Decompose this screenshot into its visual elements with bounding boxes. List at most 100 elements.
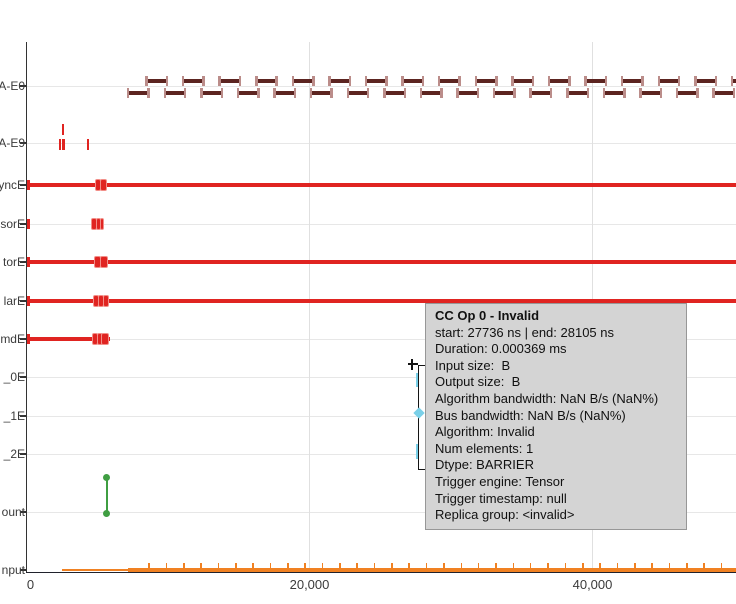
dma-segment-start-cap (181, 76, 185, 86)
dma-segment-end-cap (458, 76, 461, 86)
cc-event-tick[interactable] (415, 373, 419, 387)
dma-segment-start-cap (236, 88, 240, 98)
queue-activity-tick (252, 562, 254, 568)
dma-segment-end-cap (385, 76, 388, 86)
dma-activity-segment[interactable] (384, 91, 406, 95)
dma-activity-segment[interactable] (402, 79, 424, 83)
gridline-horizontal (26, 453, 736, 455)
dma-segment-start-cap (547, 76, 551, 86)
row-label: sorE (0, 217, 25, 231)
dma-event-tick[interactable] (86, 139, 90, 150)
queue-activity-tick (304, 562, 306, 568)
engine-activity-line[interactable] (26, 259, 736, 265)
dma-segment-end-cap (421, 76, 425, 86)
engine-activity-mark[interactable] (98, 296, 104, 306)
dma-segment-end-cap (476, 88, 480, 98)
dma-event-tick[interactable] (58, 139, 62, 150)
dma-segment-start-cap (511, 76, 514, 86)
dma-segment-start-cap (456, 88, 459, 98)
y-axis-tick (20, 415, 26, 417)
counter-range-line[interactable] (105, 477, 108, 513)
dma-segment-start-cap (309, 88, 313, 98)
engine-activity-mark[interactable] (101, 257, 107, 267)
dma-event-tick[interactable] (61, 124, 65, 135)
engine-activity-mark[interactable] (96, 219, 100, 229)
queue-activity-tick (686, 562, 688, 568)
dma-segment-end-cap (641, 76, 644, 86)
engine-activity-mark[interactable] (94, 257, 101, 267)
dma-activity-segment[interactable] (457, 91, 479, 95)
cc-event-tick[interactable] (415, 443, 419, 459)
dma-activity-segment[interactable] (695, 79, 717, 83)
dma-activity-segment[interactable] (127, 91, 149, 95)
dma-activity-segment[interactable] (347, 91, 369, 95)
dma-activity-segment[interactable] (219, 79, 241, 83)
queue-activity-tick (373, 562, 376, 568)
engine-activity-mark[interactable] (102, 334, 108, 344)
x-axis-line (25, 571, 736, 574)
dma-activity-segment[interactable] (146, 79, 168, 83)
tooltip-lines: start: 27736 ns | end: 28105 ns Duration:… (435, 325, 677, 524)
dma-activity-segment[interactable] (201, 91, 223, 95)
dma-activity-segment[interactable] (493, 91, 515, 95)
engine-activity-start-cap (26, 296, 30, 306)
queue-activity-tick (512, 562, 515, 568)
dma-segment-end-cap (330, 88, 333, 98)
dma-activity-segment[interactable] (182, 79, 204, 83)
engine-activity-mark[interactable] (104, 296, 108, 306)
engine-activity-mark[interactable] (92, 219, 96, 229)
dma-activity-segment[interactable] (676, 91, 698, 95)
counter-end-dot[interactable] (103, 510, 111, 517)
dma-activity-segment[interactable] (237, 91, 259, 95)
engine-activity-line[interactable] (26, 336, 110, 342)
cc-op-marker-tick (410, 359, 413, 370)
engine-activity-mark[interactable] (100, 180, 107, 190)
engine-activity-mark[interactable] (93, 296, 98, 306)
counter-start-dot[interactable] (103, 474, 111, 481)
dma-segment-end-cap (312, 76, 315, 86)
dma-activity-segment[interactable] (274, 91, 296, 95)
dma-activity-segment[interactable] (329, 79, 351, 83)
engine-activity-mark[interactable] (93, 334, 98, 344)
dma-activity-segment[interactable] (603, 91, 625, 95)
queue-activity-line[interactable] (127, 568, 736, 572)
gridline-horizontal (26, 376, 736, 378)
dma-activity-segment[interactable] (621, 79, 643, 83)
queue-activity-tick (217, 562, 220, 568)
dma-activity-segment[interactable] (512, 79, 534, 83)
dma-activity-segment[interactable] (475, 79, 497, 83)
engine-activity-mark[interactable] (100, 219, 104, 229)
dma-activity-segment[interactable] (731, 79, 736, 83)
dma-activity-segment[interactable] (585, 79, 607, 83)
engine-activity-mark[interactable] (97, 334, 103, 344)
dma-event-tick[interactable] (62, 139, 65, 150)
dma-activity-segment[interactable] (365, 79, 387, 83)
dma-activity-segment[interactable] (530, 91, 552, 95)
dma-activity-segment[interactable] (164, 91, 186, 95)
dma-activity-segment[interactable] (567, 91, 588, 95)
row-label: nput (1, 563, 25, 577)
y-axis-tick (20, 376, 26, 378)
dma-segment-start-cap (639, 88, 642, 98)
dma-segment-start-cap (383, 88, 386, 98)
queue-activity-tick (391, 562, 393, 568)
dma-activity-segment[interactable] (658, 79, 680, 83)
queue-activity-tick (616, 562, 619, 568)
tooltip-line: Trigger timestamp: null (435, 490, 567, 506)
dma-activity-segment[interactable] (420, 91, 442, 95)
dma-activity-segment[interactable] (438, 79, 460, 83)
dma-segment-end-cap (659, 88, 663, 98)
dma-activity-segment[interactable] (640, 91, 662, 95)
gridline-horizontal (26, 415, 736, 417)
dma-activity-segment[interactable] (548, 79, 570, 83)
engine-activity-mark[interactable] (95, 180, 101, 190)
dma-activity-segment[interactable] (256, 79, 277, 83)
dma-activity-segment[interactable] (310, 91, 332, 95)
dma-activity-segment[interactable] (292, 79, 314, 83)
dma-activity-segment[interactable] (713, 91, 735, 95)
queue-activity-tick (182, 562, 185, 568)
engine-activity-line[interactable] (26, 298, 736, 304)
engine-activity-line[interactable] (26, 182, 736, 188)
dma-segment-end-cap (202, 76, 205, 86)
